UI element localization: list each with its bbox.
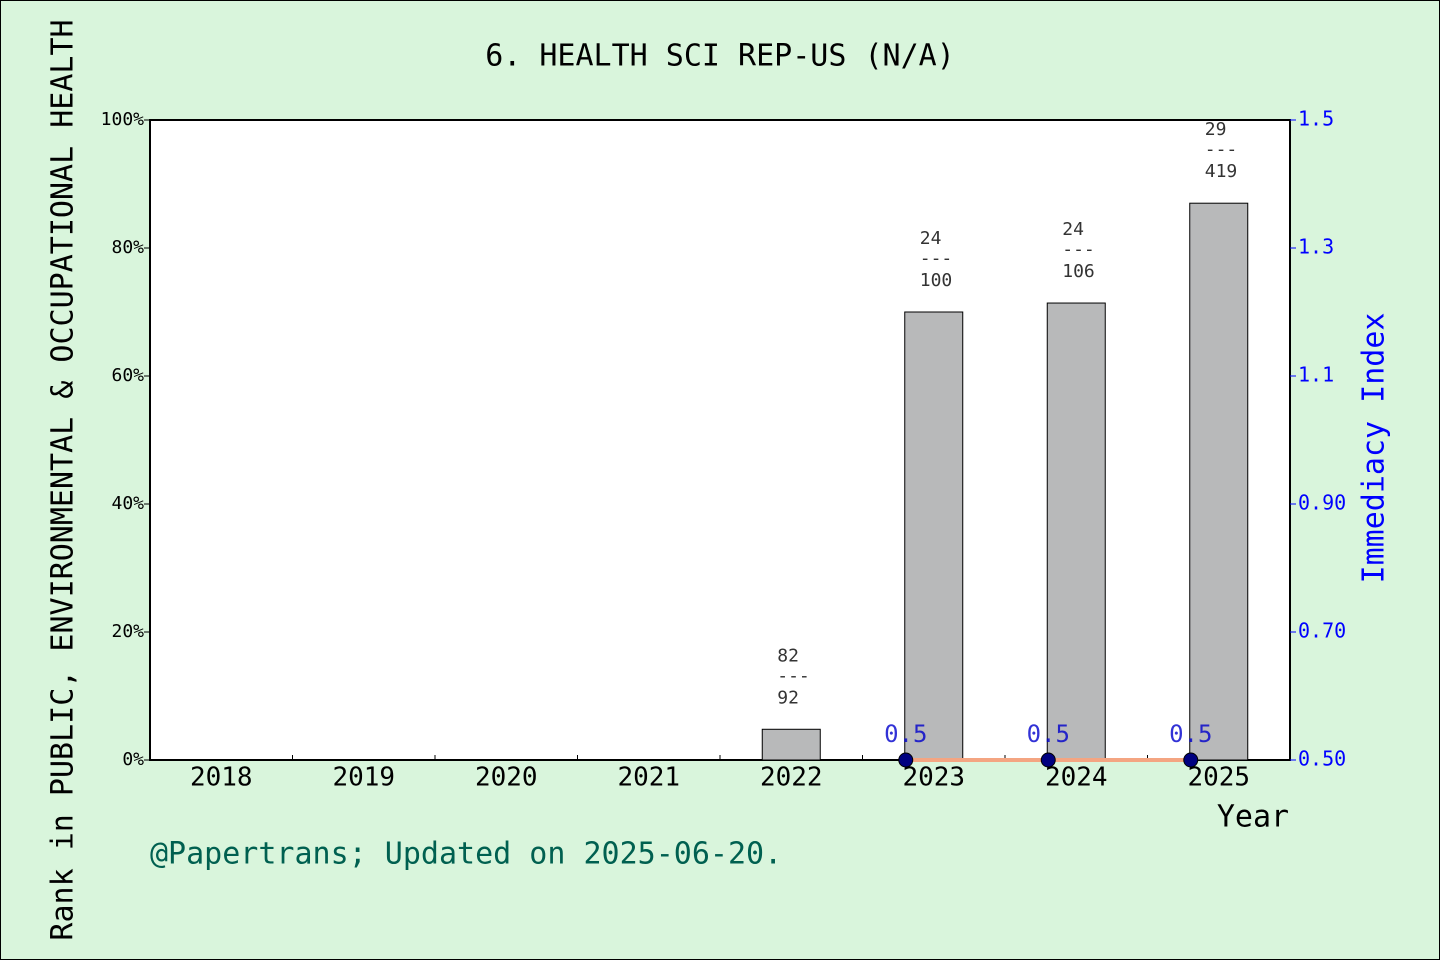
y2-axis-label: Immediacy Index xyxy=(1357,313,1392,584)
y2-tick-label: 1.1 xyxy=(1298,363,1334,387)
y2-tick-label: 0.90 xyxy=(1298,491,1346,515)
y-tick-label: 60% xyxy=(111,365,144,386)
point xyxy=(1183,752,1199,768)
bar-label: --- xyxy=(1062,239,1095,260)
bar-label: 82 xyxy=(777,645,799,666)
point-label: 0.5 xyxy=(1169,720,1212,748)
x-tick-label: 2020 xyxy=(475,763,538,793)
point-label: 0.5 xyxy=(1027,720,1070,748)
bar-label: 419 xyxy=(1205,161,1238,182)
x-tick-label: 2025 xyxy=(1187,763,1250,793)
x-tick-label: 2024 xyxy=(1045,763,1108,793)
chart-title: 6. HEALTH SCI REP-US (N/A) xyxy=(485,39,955,74)
bar xyxy=(761,728,821,761)
y2-tick-label: 0.70 xyxy=(1298,619,1346,643)
x-tick-label: 2019 xyxy=(332,763,395,793)
point xyxy=(1040,752,1056,768)
x-axis-label: Year xyxy=(1217,800,1289,835)
y2-tick-label: 0.50 xyxy=(1298,747,1346,771)
bar-label: --- xyxy=(920,248,953,269)
y2-tick-label: 1.3 xyxy=(1298,235,1334,259)
y-tick-label: 20% xyxy=(111,621,144,642)
point-label: 0.5 xyxy=(884,720,927,748)
bar-label: 24 xyxy=(1062,219,1084,240)
bar xyxy=(1189,202,1249,761)
x-tick-label: 2021 xyxy=(617,763,680,793)
y-tick-label: 80% xyxy=(111,237,144,258)
bar-label: 100 xyxy=(920,270,953,291)
bar xyxy=(904,311,964,761)
y-tick-label: 40% xyxy=(111,493,144,514)
y-tick-label: 0% xyxy=(122,749,144,770)
x-tick-label: 2018 xyxy=(190,763,253,793)
x-tick-label: 2023 xyxy=(902,763,965,793)
bar-label: 106 xyxy=(1062,261,1095,282)
y-tick-label: 100% xyxy=(101,109,145,130)
bar-label: --- xyxy=(777,665,810,686)
bar-label: 24 xyxy=(920,228,942,249)
point xyxy=(898,752,914,768)
y-axis-label: Rank in PUBLIC, ENVIRONMENTAL & OCCUPATI… xyxy=(46,19,81,940)
footer: @Papertrans; Updated on 2025-06-20. xyxy=(150,837,782,872)
x-tick-label: 2022 xyxy=(760,763,823,793)
bar-label: 29 xyxy=(1205,119,1227,140)
y2-tick-label: 1.5 xyxy=(1298,107,1334,131)
plot-area xyxy=(149,119,1291,761)
bar-label: --- xyxy=(1205,139,1238,160)
bar xyxy=(1046,302,1106,761)
bar-label: 92 xyxy=(777,687,799,708)
